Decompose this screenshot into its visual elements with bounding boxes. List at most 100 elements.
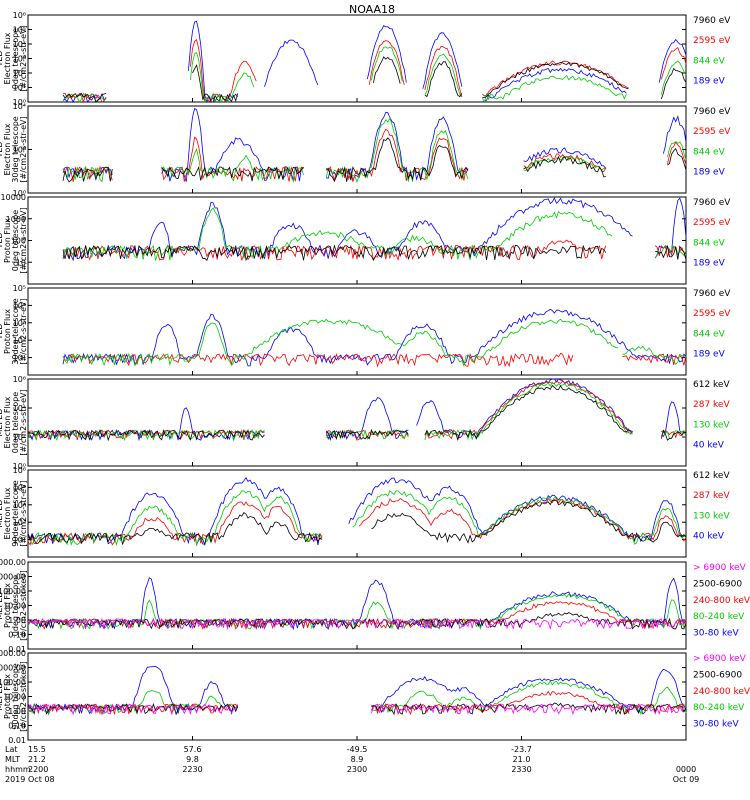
- legend-entry: 80-240 keV: [693, 612, 745, 622]
- x-tick-label-mlt: 21.2: [28, 755, 46, 764]
- panel-ted-proton-30deg: 10¹ 10² 10³ 10⁴ 10⁵ TEDProton Flux30deg teles…: [0, 284, 731, 376]
- legend-entry: 40 keV: [693, 441, 725, 451]
- y-tick-label: 10⁴: [13, 301, 26, 310]
- y-tick-label: 10.00: [3, 693, 26, 702]
- series-line: [424, 381, 633, 441]
- legend-entry: 40 keV: [693, 532, 725, 542]
- series-line: [27, 617, 687, 631]
- series-line: [27, 501, 323, 546]
- series-line: [161, 136, 304, 182]
- y-tick-label: 100: [11, 237, 26, 246]
- y-tick-label: 10¹: [13, 84, 26, 93]
- x-row-label: 2019: [5, 775, 25, 784]
- series-line: [27, 477, 323, 547]
- series-line: [190, 51, 255, 104]
- y-tick-label: 100.00: [0, 587, 26, 596]
- legend-entry: 240-800 keV: [693, 687, 750, 697]
- legend-entry: 2500-6900: [693, 579, 742, 589]
- legend-entry: 189 eV: [693, 259, 726, 269]
- y-tick-label: 10²: [13, 146, 26, 155]
- series-line: [482, 61, 629, 98]
- legend-entry: 844 eV: [693, 238, 726, 248]
- legend-entry: 2595 eV: [693, 127, 731, 137]
- series-line: [422, 32, 463, 89]
- panel-frame: [27, 561, 687, 650]
- x-tick-label-lat: 57.6: [184, 745, 202, 754]
- series-line: [62, 244, 607, 262]
- x-tick-label-date: Oct 08: [28, 775, 55, 784]
- legend-entry: 7960 eV: [693, 107, 731, 117]
- legend-entry: 844 eV: [693, 147, 726, 157]
- x-tick-label-hhmm: 2300: [347, 765, 367, 774]
- x-tick-label-hhmm: 0000: [676, 765, 696, 774]
- x-tick-label-date: Oct 09: [673, 775, 700, 784]
- y-tick-label: 10²: [13, 536, 26, 545]
- x-tick-label-mlt: 8.9: [351, 755, 364, 764]
- series-line: [27, 429, 265, 442]
- panel-ted-proton-0deg: 10 100 1000 10000 TEDProton Flux0deg telesco…: [0, 193, 731, 285]
- x-tick-label-lat: -49.5: [347, 745, 368, 754]
- series-line: [264, 39, 319, 87]
- y-tick-label: 10⁶: [13, 466, 26, 475]
- y-tick-label: 10³: [13, 319, 26, 328]
- y-tick-label: 0.01: [8, 736, 26, 745]
- series-line: [482, 67, 627, 103]
- panel-meped-electron-90deg: 10² 10³ 10⁴ 10⁵ 10⁶ MEPEDElectron Flux90deg t…: [0, 466, 730, 558]
- series-line: [663, 115, 687, 154]
- x-tick-label-mlt: 21.0: [513, 755, 531, 764]
- series-line: [161, 166, 304, 182]
- series-line: [371, 500, 687, 544]
- y-tick-label: 10000: [1, 193, 26, 202]
- series-line: [366, 25, 407, 83]
- y-axis-label: MEPEDProton Flux90deg telescope[#/cm2-s-…: [0, 661, 28, 732]
- legend-entry: 844 eV: [693, 329, 726, 339]
- legend-entry: 287 keV: [693, 400, 730, 410]
- x-row-label: hhmm: [5, 765, 31, 774]
- series-line: [622, 353, 687, 366]
- panels-group: 10⁰ 10¹ 10² 10³ 10⁴ 10⁵ 10⁶ TEDElectron Flux0de…: [0, 11, 750, 745]
- series-line: [424, 45, 463, 97]
- y-tick-label: 10000.00: [0, 649, 26, 658]
- series-line: [62, 318, 619, 368]
- y-axis-label: MEPEDProton Flux0deg telescope[#/cm2-s-s…: [0, 570, 28, 641]
- legend-entry: 844 eV: [693, 56, 726, 66]
- legend-entry: 2595 eV: [693, 218, 731, 228]
- y-tick-label: 1000.00: [0, 573, 26, 582]
- legend-entry: > 6900 keV: [693, 563, 747, 573]
- panel-frame: [27, 196, 687, 285]
- legend-entry: 7960 eV: [693, 289, 731, 299]
- y-axis-label: MEPEDElectron Flux90deg telescope[#/cm2-…: [0, 480, 28, 547]
- y-axis-label: TEDProton Flux0deg telescope[#/cm2-s-str…: [0, 207, 28, 273]
- y-tick-label: 10²: [13, 336, 26, 345]
- legend-entry: 7960 eV: [693, 198, 731, 208]
- panel-frame: [27, 469, 687, 558]
- series-line: [622, 345, 687, 365]
- series-line: [660, 46, 687, 80]
- series-line: [325, 428, 409, 442]
- series-line: [371, 703, 687, 716]
- legend-entry: 2500-6900: [693, 670, 742, 680]
- series-line: [371, 668, 687, 715]
- x-row-label: MLT: [5, 755, 20, 764]
- series-line: [482, 74, 627, 104]
- y-tick-label: 1000: [6, 215, 26, 224]
- series-line: [27, 490, 323, 547]
- series-line: [27, 703, 239, 716]
- panel-meped-electron-0deg: 10⁰ 10² 10⁴ 10⁶ MEPEDElectron Flux0deg teles…: [0, 375, 730, 471]
- legend-entry: 130 keV: [693, 420, 730, 430]
- y-tick-label: 1.00: [8, 707, 26, 716]
- series-line: [424, 380, 633, 442]
- series-line: [660, 67, 687, 100]
- x-tick-label-hhmm: 2230: [182, 765, 202, 774]
- series-line: [424, 384, 633, 441]
- panel-ted-electron-30deg: 10⁰ 10² 10⁴ TEDElectron Flux30deg telescope…: [0, 102, 731, 198]
- y-tick-label: 10²: [13, 69, 26, 78]
- x-tick-label-lat: 15.5: [28, 745, 46, 754]
- panel-meped-proton-0deg: 0.01 0.10 1.00 10.00 100.00 1000.00 10000.00 ME…: [0, 558, 750, 654]
- y-tick-label: 10000.00: [0, 558, 26, 567]
- y-tick-label: 10⁶: [13, 11, 26, 20]
- series-line: [373, 56, 401, 84]
- series-line: [661, 429, 687, 439]
- y-tick-label: 1.00: [8, 616, 26, 625]
